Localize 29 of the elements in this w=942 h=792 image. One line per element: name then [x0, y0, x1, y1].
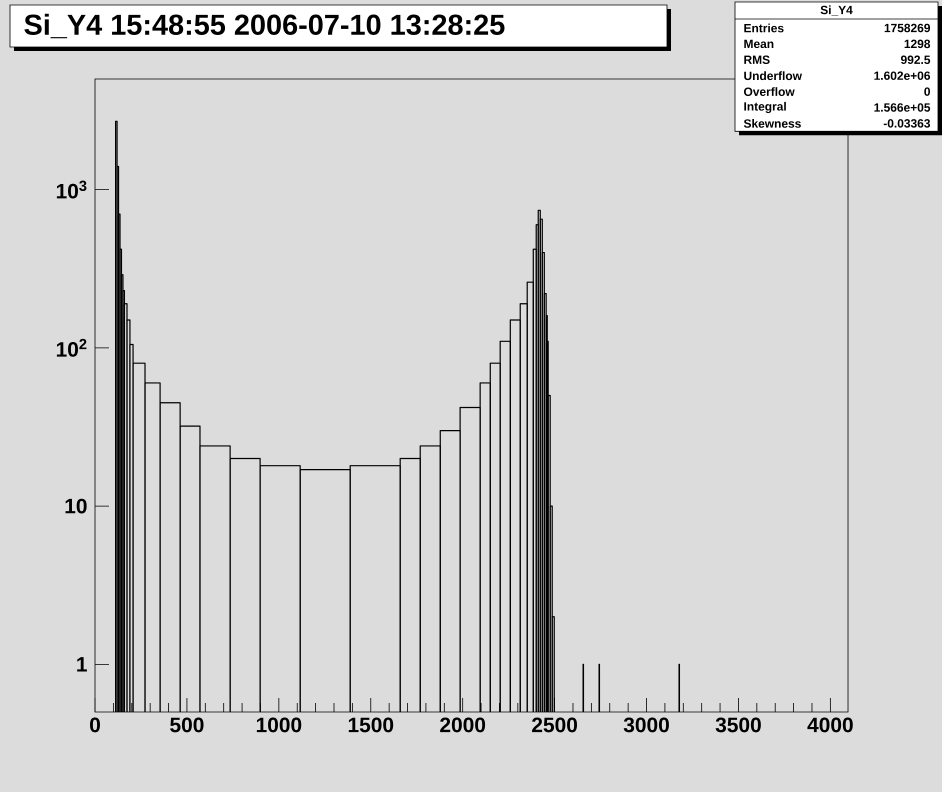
text: 1.602e+06 — [874, 71, 930, 80]
x-tick-label: 3000 — [624, 718, 669, 732]
x-tick-label: 4000 — [807, 718, 853, 732]
text: 1.566e+05 — [874, 103, 930, 112]
text: Mean — [744, 40, 774, 48]
y-tick-label: 10 — [66, 498, 87, 514]
text: 1298 — [904, 40, 930, 48]
text: Si_Y4 — [820, 5, 853, 16]
text: 1758269 — [884, 24, 930, 32]
x-tick-label: 2000 — [440, 718, 486, 732]
annotation: Underflow — [744, 71, 802, 80]
x-tick-label: 3500 — [716, 718, 761, 732]
annotation: Skewness — [744, 119, 801, 128]
text: RMS — [744, 56, 770, 64]
y-tick-label: 1 — [77, 657, 87, 672]
x-tick-label: 1500 — [348, 718, 394, 732]
x-tick-label: 1000 — [256, 718, 302, 732]
x-tick-label: 500 — [170, 718, 204, 732]
text: Entries — [744, 24, 784, 32]
x-tick-label: 2500 — [532, 718, 578, 732]
chart-title: Si_Y4 15:48:55 2006-07-10 13:28:25 — [24, 14, 504, 38]
x-tick-label: 0 — [90, 718, 100, 732]
text: 0 — [924, 87, 930, 96]
annotation: Integral — [744, 102, 786, 114]
y-tick-label: 10$^{3}$ — [56, 180, 86, 199]
text: -0.03363 — [884, 119, 930, 128]
y-tick-label: 10$^{2}$ — [56, 338, 86, 357]
annotation: Overflow — [744, 87, 795, 96]
text: 992.5 — [900, 56, 930, 64]
